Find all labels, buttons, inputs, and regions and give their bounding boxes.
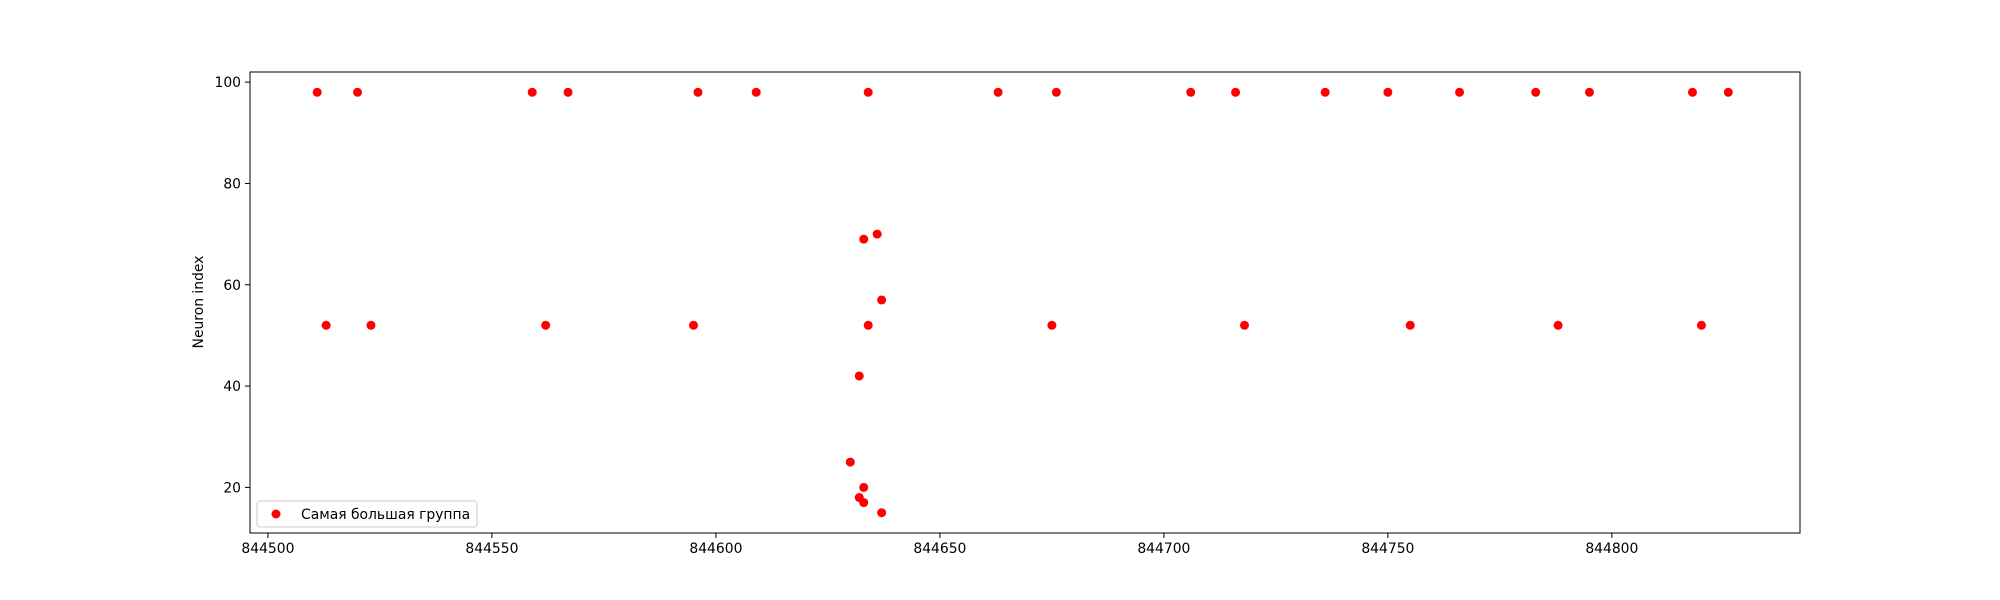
data-point — [1240, 320, 1250, 330]
data-point — [877, 295, 887, 305]
x-tick-label: 844550 — [465, 541, 518, 557]
data-point — [688, 320, 698, 330]
data-point — [1047, 320, 1057, 330]
data-point — [1186, 87, 1196, 97]
data-point — [863, 87, 873, 97]
data-point — [1320, 87, 1330, 97]
data-point — [1723, 87, 1733, 97]
data-point — [993, 87, 1003, 97]
data-point — [1231, 87, 1241, 97]
data-point — [693, 87, 703, 97]
data-point — [877, 508, 887, 518]
x-tick-label: 844600 — [689, 541, 742, 557]
data-point — [321, 320, 331, 330]
legend-label: Самая большая группа — [301, 507, 470, 523]
data-point — [541, 320, 551, 330]
data-point — [1687, 87, 1697, 97]
x-tick-label: 844700 — [1137, 541, 1190, 557]
data-point — [1696, 320, 1706, 330]
legend: Самая большая группа — [256, 500, 478, 528]
x-tick-label: 844750 — [1361, 541, 1414, 557]
data-point — [863, 320, 873, 330]
points-layer — [312, 87, 1733, 518]
y-tick-label: 80 — [223, 176, 241, 192]
data-point — [1405, 320, 1415, 330]
data-point — [751, 87, 761, 97]
y-axis-ticks: 20 40 60 80 100 — [214, 75, 250, 496]
plot-frame — [249, 71, 1801, 534]
data-point — [854, 371, 864, 381]
data-point — [353, 87, 363, 97]
data-point — [872, 229, 882, 239]
y-tick-label: 40 — [223, 379, 241, 395]
data-point — [1531, 87, 1541, 97]
data-point — [1455, 87, 1465, 97]
data-point — [563, 87, 573, 97]
data-point — [859, 498, 869, 508]
y-tick-label: 100 — [214, 75, 241, 91]
data-point — [1051, 87, 1061, 97]
data-point — [366, 320, 376, 330]
legend-marker — [271, 509, 281, 519]
data-point — [1584, 87, 1594, 97]
y-tick-label: 20 — [223, 480, 241, 496]
data-point — [312, 87, 322, 97]
x-axis-ticks: 844500 844550 844600 844650 844700 844750 8448… — [241, 533, 1638, 557]
x-tick-label: 844800 — [1585, 541, 1638, 557]
x-tick-label: 844500 — [241, 541, 294, 557]
y-tick-label: 60 — [223, 278, 241, 294]
data-point — [1553, 320, 1563, 330]
data-point — [845, 457, 855, 467]
x-tick-label: 844650 — [913, 541, 966, 557]
data-point — [527, 87, 537, 97]
data-point — [1383, 87, 1393, 97]
legend-box — [256, 500, 478, 528]
y-axis-label: Neuron index — [191, 256, 207, 349]
data-point — [859, 234, 869, 244]
data-point — [859, 482, 869, 492]
